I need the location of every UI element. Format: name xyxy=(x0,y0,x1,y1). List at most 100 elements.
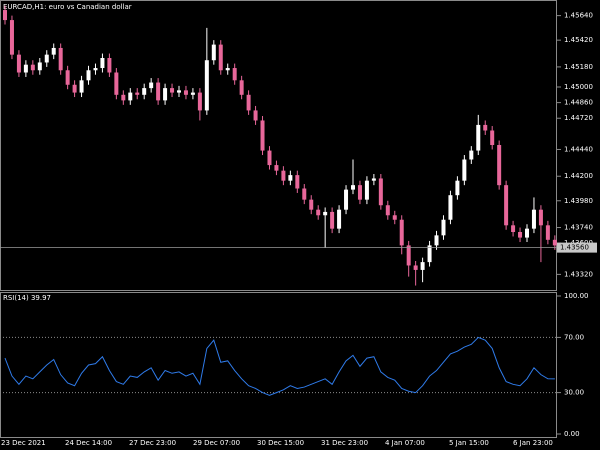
candle-body xyxy=(51,47,56,55)
candle-body xyxy=(37,62,42,71)
candle-body xyxy=(511,225,516,232)
chart-title: EURCAD,H1: euro vs Canadian dollar xyxy=(3,3,132,11)
candle-body xyxy=(552,239,557,246)
candle-body xyxy=(149,82,154,89)
candle-body xyxy=(58,47,63,71)
candle-body xyxy=(3,10,7,21)
y-tick-label: 70.00 xyxy=(564,333,584,341)
candle-body xyxy=(413,265,418,270)
x-tick-label: 30 Dec 15:00 xyxy=(257,439,304,447)
rsi-title: RSI(14) 39.97 xyxy=(3,294,51,302)
x-tick-label: 23 Dec 2021 xyxy=(1,439,46,447)
y-tick-label: 30.00 xyxy=(564,389,584,397)
candle-body xyxy=(44,54,49,63)
candle-body xyxy=(253,110,258,121)
candle-body xyxy=(177,90,181,93)
y-tick-label: 1.43740 xyxy=(564,224,593,232)
main-panel-frame xyxy=(0,0,557,291)
candle-body xyxy=(518,232,523,238)
candle-body xyxy=(316,209,321,216)
candle-body xyxy=(114,72,119,95)
y-tick-label: 1.45420 xyxy=(564,36,593,44)
candle-body xyxy=(420,262,425,270)
candle-body xyxy=(288,175,293,181)
bid-box xyxy=(557,242,597,253)
candle-body xyxy=(232,68,237,81)
candle-body xyxy=(406,245,411,266)
candle-body xyxy=(107,58,112,73)
candle-body xyxy=(197,92,202,111)
candle-body xyxy=(441,219,446,236)
candle-body xyxy=(72,84,77,93)
candle-body xyxy=(163,88,168,101)
y-tick-label: 1.44720 xyxy=(564,114,593,122)
x-tick-label: 29 Dec 07:00 xyxy=(193,439,240,447)
candle-body xyxy=(239,80,244,95)
candle-body xyxy=(281,170,286,181)
candle-body xyxy=(23,64,28,73)
x-tick-label: 6 Jan 23:00 xyxy=(513,439,553,447)
candle-body xyxy=(246,94,251,111)
candle-body xyxy=(545,225,550,240)
candle-body xyxy=(364,180,369,200)
x-tick-label: 4 Jan 07:00 xyxy=(385,439,425,447)
y-tick-label: 1.43980 xyxy=(564,197,593,205)
x-tick-label: 5 Jan 15:00 xyxy=(449,439,489,447)
candle-body xyxy=(79,80,84,93)
candle-body xyxy=(30,64,35,71)
candle-body xyxy=(274,165,279,171)
candle-body xyxy=(483,124,488,131)
candle-body xyxy=(9,20,14,55)
y-tick-label: 1.45000 xyxy=(564,83,593,91)
candle-body xyxy=(525,228,529,238)
candle-body xyxy=(128,92,133,101)
candle-body xyxy=(135,92,140,95)
candle-body xyxy=(323,211,328,216)
y-tick-label: 100.00 xyxy=(564,292,589,300)
candle-body xyxy=(65,70,70,85)
candle-body xyxy=(455,180,460,196)
candle-body xyxy=(399,219,404,246)
candle-body xyxy=(309,199,314,210)
candle-body xyxy=(183,90,188,95)
candle-body xyxy=(462,159,467,181)
y-tick-label: 1.44440 xyxy=(564,145,593,153)
candle-body xyxy=(295,175,300,189)
y-tick-label: 1.45640 xyxy=(564,12,593,20)
x-tick-label: 24 Dec 14:00 xyxy=(65,439,112,447)
y-tick-label: 1.44200 xyxy=(564,172,593,180)
candle-body xyxy=(538,209,543,226)
candle-body xyxy=(476,124,481,151)
candle-body xyxy=(267,150,272,166)
candle-body xyxy=(357,185,362,200)
candle-body xyxy=(448,195,453,220)
candle-body xyxy=(504,185,509,226)
candle-body xyxy=(86,70,91,81)
rsi-line xyxy=(4,336,555,396)
candle-body xyxy=(211,44,216,61)
candle-body xyxy=(531,209,536,229)
y-tick-label: 1.44860 xyxy=(564,99,593,107)
candle-body xyxy=(156,82,161,101)
candle-body xyxy=(204,60,209,111)
y-tick-label: 0.00 xyxy=(564,430,580,438)
x-tick-label: 31 Dec 23:00 xyxy=(321,439,368,447)
candle-body xyxy=(302,188,307,200)
candle-body xyxy=(385,205,390,216)
candle-body xyxy=(121,94,126,101)
bid-label: 1.43560 xyxy=(560,244,589,252)
candle-body xyxy=(371,178,376,181)
candle-body xyxy=(330,211,335,229)
candle-body xyxy=(170,88,175,93)
candle-body xyxy=(490,130,495,145)
rsi-panel-frame xyxy=(0,292,557,438)
candle-body xyxy=(344,189,349,210)
candle-body xyxy=(351,185,355,190)
candle-body xyxy=(100,58,105,69)
y-tick-label: 1.45180 xyxy=(564,63,593,71)
candle-body xyxy=(190,92,195,95)
candle-body xyxy=(260,120,265,151)
candle-body xyxy=(469,150,474,160)
